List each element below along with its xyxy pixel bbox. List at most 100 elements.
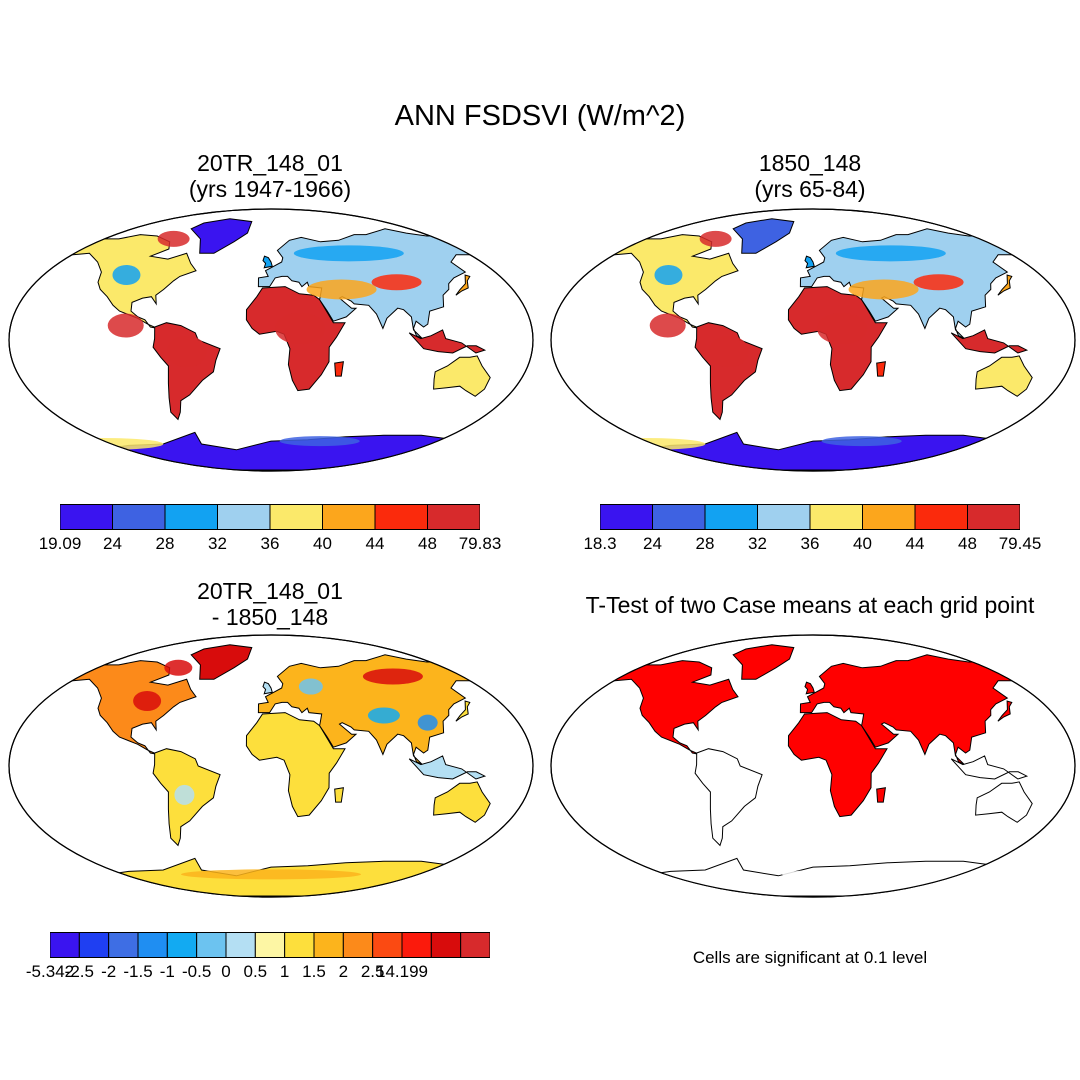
field-patch — [107, 313, 144, 338]
field-patch — [782, 869, 903, 880]
map-case2 — [550, 208, 1076, 472]
map-ttest — [550, 634, 1076, 898]
map-diff — [8, 634, 534, 898]
land-japan — [455, 274, 471, 296]
colorbar-swatch — [225, 932, 256, 958]
colorbar-tick-label: 32 — [748, 534, 767, 553]
colorbar-tick-label: 24 — [103, 534, 122, 553]
colorbar-tick-label: 1 — [279, 962, 290, 981]
field-patch — [585, 438, 706, 450]
panel-title-case2: 1850_148 (yrs 65-84) — [660, 150, 960, 202]
land-indonesia — [950, 755, 1029, 780]
colorbar-tick-label: 18.3 — [583, 534, 617, 553]
colorbar-tick-label: 32 — [208, 534, 227, 553]
colorbar-swatch — [166, 932, 198, 958]
land-japan — [455, 700, 471, 722]
map-border — [550, 634, 1076, 898]
colorbar-swatch — [809, 504, 863, 530]
land-australia — [433, 781, 491, 823]
colorbar-swatch — [914, 504, 968, 530]
land-greenland — [732, 218, 795, 254]
field-patch — [279, 436, 360, 447]
field-patch — [716, 779, 737, 796]
colorbar-swatch — [60, 504, 113, 530]
land-uk — [804, 681, 815, 695]
field-patch — [654, 265, 683, 285]
land-africa — [787, 712, 888, 818]
colorbar-swatch — [50, 932, 80, 958]
colorbar-swatch — [254, 932, 286, 958]
colorbar-swatch — [460, 932, 490, 958]
land-eurasia — [799, 654, 1039, 766]
colorbar-case2 — [600, 504, 1020, 530]
figure-title: ANN FSDSVI (W/m^2) — [394, 100, 686, 132]
colorbar-swatch — [427, 504, 480, 530]
land-uk — [262, 681, 273, 695]
colorbar-swatch — [967, 504, 1020, 530]
colorbar-tick-label: 24 — [643, 534, 662, 553]
panel-title-ttest: T-Test of two Case means at each grid po… — [585, 592, 1035, 618]
colorbar-swatch — [372, 932, 403, 958]
colorbar-case1 — [60, 504, 480, 530]
field-patch — [112, 265, 141, 285]
field-patch — [708, 335, 749, 368]
colorbar-swatch — [313, 932, 344, 958]
colorbar-tick-label: -2.5 — [64, 962, 94, 981]
field-patch — [367, 707, 400, 724]
ttest-note: Cells are significant at 0.1 level — [692, 948, 928, 967]
land-australia — [975, 355, 1033, 397]
land-madagascar — [334, 787, 344, 803]
panel-title-case1: 20TR_148_01 (yrs 1947-1966) — [120, 150, 420, 202]
field-patch — [174, 784, 195, 805]
colorbar-swatch — [342, 932, 374, 958]
colorbar-swatch — [757, 504, 811, 530]
colorbar-tick-label: 1.5 — [302, 962, 326, 981]
field-patch — [371, 274, 422, 291]
colorbar-swatch — [108, 932, 139, 958]
land-madagascar — [876, 787, 886, 803]
field-patch — [649, 313, 686, 338]
land-madagascar — [876, 361, 886, 377]
field-patch — [157, 230, 190, 247]
land-japan — [997, 700, 1013, 722]
colorbar-swatch — [401, 932, 432, 958]
map-case1 — [8, 208, 534, 472]
land-greenland — [190, 644, 253, 680]
land-australia — [975, 781, 1033, 823]
colorbar-tick-label: 40 — [853, 534, 872, 553]
panel-title-case2-line1: 1850_148 — [758, 150, 862, 176]
colorbar-tick-label: 19.09 — [38, 534, 82, 553]
colorbar-swatch — [704, 504, 758, 530]
land-greenland — [190, 218, 253, 254]
colorbar-tick-label: 44 — [365, 534, 385, 553]
land-uk — [804, 255, 815, 269]
panel-title-diff: 20TR_148_01 - 1850_148 — [120, 578, 420, 630]
field-patch — [181, 869, 361, 880]
colorbar-swatch — [217, 504, 271, 530]
field-patch — [417, 714, 438, 731]
field-patch — [1005, 796, 1022, 809]
field-patch — [848, 279, 919, 300]
field-patch — [817, 312, 868, 345]
colorbar-swatch — [112, 504, 166, 530]
field-patch — [275, 312, 326, 345]
land-madagascar — [334, 361, 344, 377]
colorbar-swatch — [652, 504, 706, 530]
colorbar-tick-label: 0.5 — [243, 962, 268, 981]
map-border — [8, 208, 534, 472]
land-indonesia — [408, 329, 487, 354]
colorbar-tick-label: 48 — [418, 534, 437, 553]
colorbar-tick-label: 79.83 — [458, 534, 502, 553]
panel-title-case2-line2: (yrs 65-84) — [754, 176, 866, 202]
colorbar-swatch — [600, 504, 653, 530]
colorbar-swatch — [374, 504, 428, 530]
colorbar-tick-label: 79.45 — [998, 534, 1042, 553]
panel-title-diff-line1: 20TR_148_01 — [197, 578, 343, 604]
colorbar-swatch — [322, 504, 376, 530]
field-patch — [43, 438, 164, 450]
colorbar-tick-label: -2 — [101, 962, 117, 981]
colorbar-tick-label: 14.199 — [376, 962, 428, 981]
field-patch — [835, 245, 946, 262]
land-southAmerica — [694, 748, 763, 847]
land-indonesia — [950, 329, 1029, 354]
